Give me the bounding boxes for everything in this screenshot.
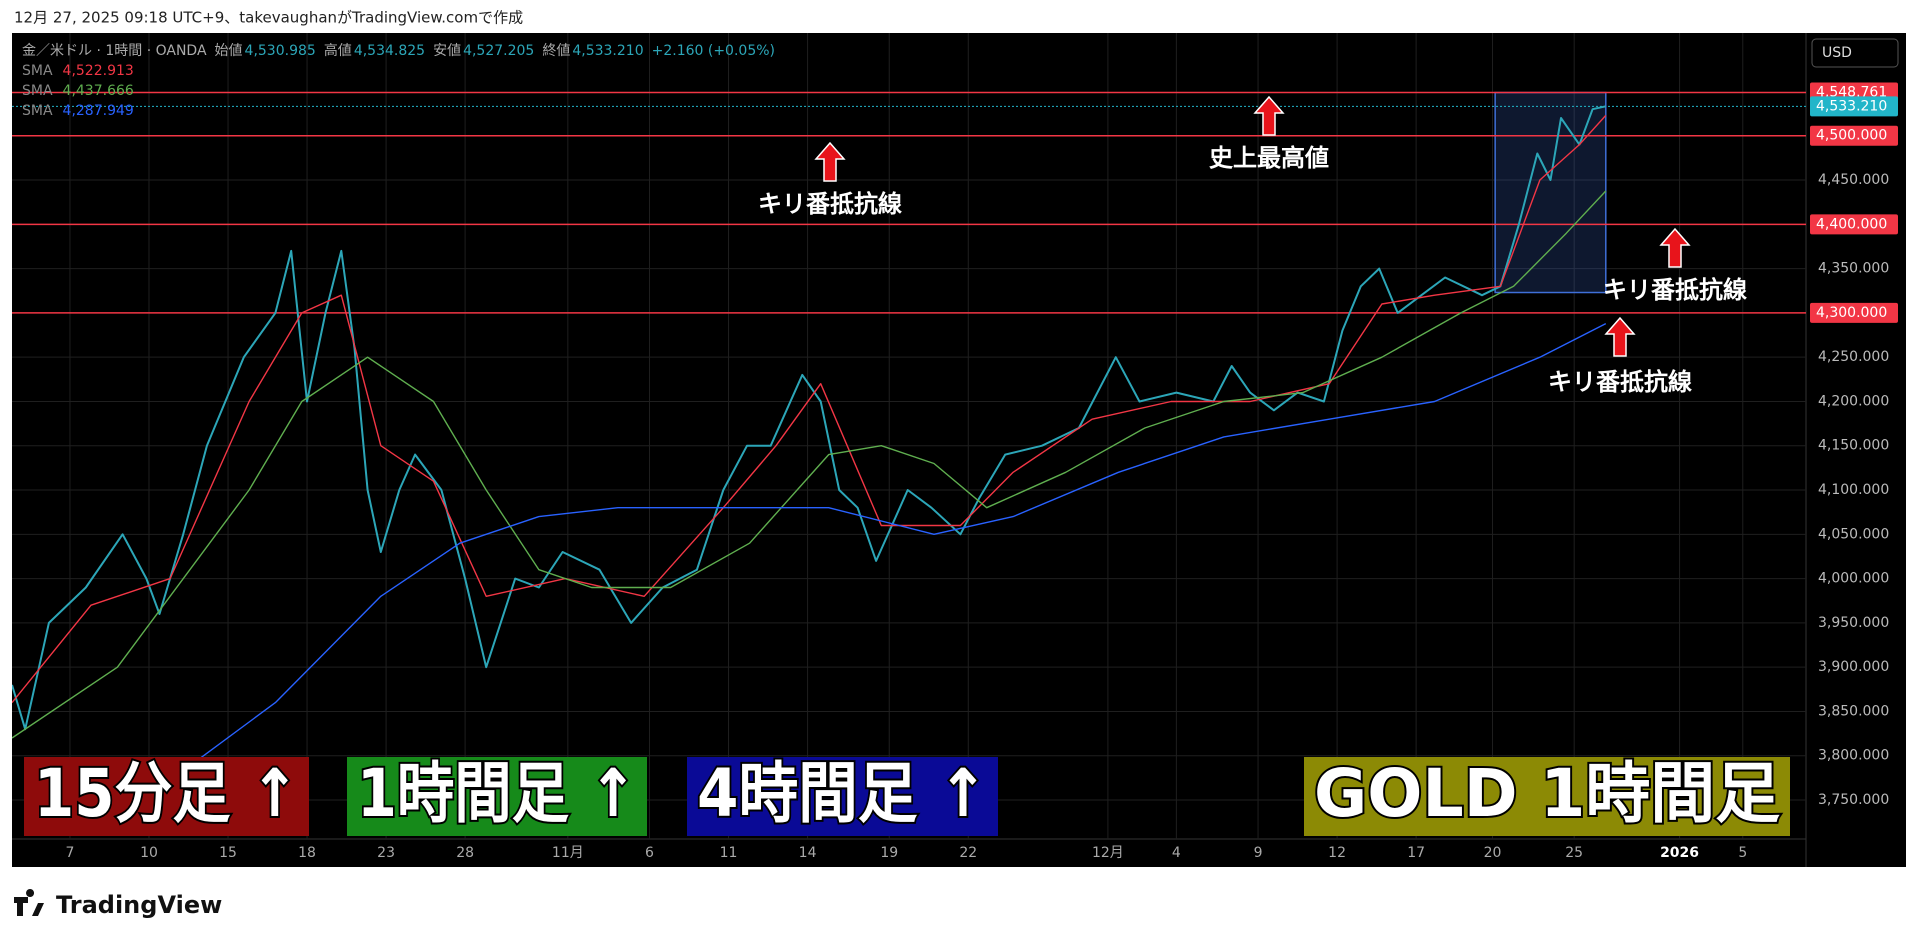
legend-item: SMA — [22, 63, 53, 79]
x-tick-label: 11月 — [552, 845, 584, 861]
legend-item: 高値 — [324, 42, 352, 59]
banner — [1304, 757, 1790, 836]
price-badge-label: 4,300.000 — [1816, 305, 1887, 321]
y-tick-label: 4,150.000 — [1818, 438, 1889, 454]
price-badge-label: 4,533.210 — [1816, 98, 1887, 114]
x-tick-label: 18 — [298, 845, 316, 861]
y-tick-label: 4,100.000 — [1818, 482, 1889, 498]
banner-text: 1時間足 ↑ — [357, 755, 637, 832]
legend-item: +2.160 (+0.05%) — [652, 43, 775, 59]
arrow — [1659, 227, 1691, 268]
legend-row: SMA 4,437.666 — [22, 83, 134, 99]
footer-logo: TradingView — [14, 889, 222, 919]
legend-item: 4,527.205 — [463, 43, 534, 59]
legend-item: 4,287.949 — [63, 103, 134, 119]
price-line — [12, 105, 1607, 731]
legend-item: 終値 — [542, 43, 570, 59]
currency-button[interactable] — [1811, 38, 1899, 68]
price-badge — [1810, 96, 1898, 117]
x-tick-label: 28 — [456, 845, 474, 861]
legend-row: SMA 4,522.913 — [22, 63, 134, 79]
sma-line — [12, 114, 1607, 704]
plot-background — [12, 33, 1806, 867]
highlight-box — [1494, 91, 1607, 294]
price-badge — [1810, 302, 1898, 323]
y-tick-label: 3,950.000 — [1818, 615, 1889, 631]
x-tick-label: 12 — [1328, 845, 1346, 861]
banner — [347, 757, 647, 836]
legend-item: 4,534.825 — [354, 43, 425, 59]
x-tick-label: 15 — [219, 845, 237, 861]
y-tick-label: 4,050.000 — [1818, 526, 1889, 542]
price-badge-label: 4,400.000 — [1816, 216, 1887, 232]
y-tick-label: 3,900.000 — [1818, 659, 1889, 675]
arrow — [1253, 95, 1285, 136]
x-tick-label: 11 — [720, 845, 738, 861]
legend-item: 安値 — [433, 43, 461, 59]
caption: 12月 27, 2025 09:18 UTC+9、takevaughanがTra… — [14, 9, 523, 27]
legend-item: 4,530.985 — [245, 43, 316, 59]
x-tick-label: 9 — [1254, 845, 1263, 861]
price-badge-label: 4,500.000 — [1816, 128, 1887, 144]
price-badge — [1810, 125, 1898, 146]
y-tick-label: 4,450.000 — [1818, 172, 1889, 188]
banner — [24, 757, 309, 836]
banner — [687, 757, 998, 836]
y-tick-label: 3,850.000 — [1818, 703, 1889, 719]
y-tick-label: 4,000.000 — [1818, 571, 1889, 587]
legend-item: SMA — [22, 83, 53, 99]
legend-item: 4,437.666 — [63, 83, 134, 99]
x-tick-label: 2026 — [1660, 845, 1699, 861]
sma-line — [143, 322, 1607, 801]
x-tick-label: 20 — [1484, 845, 1502, 861]
annotation: キリ番抵抗線 — [758, 190, 902, 218]
legend-item: 4,533.210 — [572, 43, 643, 59]
x-tick-label: 7 — [65, 845, 74, 861]
x-tick-label: 14 — [799, 845, 817, 861]
annotation: キリ番抵抗線 — [1603, 276, 1747, 304]
x-tick-label: 10 — [140, 845, 158, 861]
price-axis-background — [1806, 33, 1906, 867]
arrow — [814, 141, 846, 182]
legend-item: SMA — [22, 103, 53, 119]
y-tick-label: 3,750.000 — [1818, 792, 1889, 808]
legend-row: 金／米ドル · 1時間 · OANDA 始値 4,530.985 高値 4,534.82… — [22, 42, 775, 59]
y-tick-label: 4,350.000 — [1818, 261, 1889, 277]
legend-row: SMA 4,287.949 — [22, 103, 134, 119]
sma-line — [12, 190, 1607, 739]
legend-item: 金／米ドル · 1時間 · OANDA — [22, 43, 207, 59]
x-tick-label: 12月 — [1092, 845, 1124, 861]
x-tick-label: 5 — [1738, 845, 1747, 861]
arrow — [1604, 316, 1636, 357]
x-tick-label: 4 — [1172, 845, 1181, 861]
logo-text: TradingView — [56, 891, 222, 919]
legend-item: 始値 — [215, 43, 243, 59]
annotation: 史上最高値 — [1209, 144, 1329, 172]
x-tick-label: 19 — [880, 845, 898, 861]
currency[interactable]: USD — [1822, 45, 1852, 61]
logo-icon — [14, 889, 44, 916]
y-tick-label: 4,200.000 — [1818, 393, 1889, 409]
banner-text: 15分足 ↑ — [34, 755, 299, 832]
plot-area — [12, 33, 1806, 839]
x-tick-label: 22 — [959, 845, 977, 861]
x-tick-label: 17 — [1407, 845, 1425, 861]
x-tick-label: 6 — [645, 845, 654, 861]
y-tick-label: 3,800.000 — [1818, 748, 1889, 764]
x-tick-label: 25 — [1565, 845, 1583, 861]
y-tick-label: 4,250.000 — [1818, 349, 1889, 365]
annotation: キリ番抵抗線 — [1548, 368, 1692, 396]
banner-text: 4時間足 ↑ — [697, 755, 988, 832]
banner-text: GOLD 1時間足 — [1314, 755, 1780, 832]
x-tick-label: 23 — [377, 845, 395, 861]
legend-item: 4,522.913 — [63, 63, 134, 79]
price-badge — [1810, 214, 1898, 235]
